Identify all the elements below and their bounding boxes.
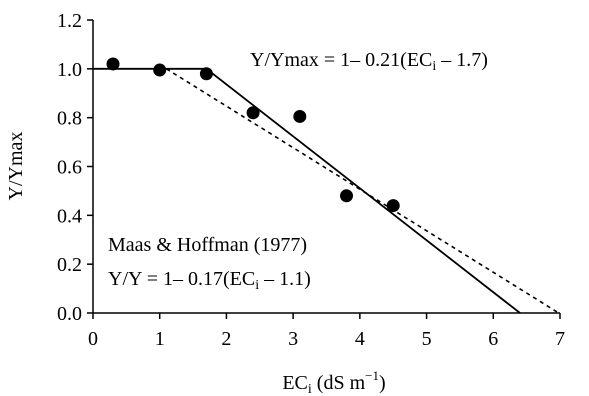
x-tick-label: 5 [422,328,432,350]
x-ticks: 0 1 2 3 4 5 6 7 [88,313,565,350]
y-ticks: 0.0 0.2 0.4 0.6 0.8 1.0 1.2 [57,10,93,325]
y-axis-label: Y/Ymax [5,132,27,201]
y-tick-label: 1.2 [57,10,82,32]
data-point [246,106,260,120]
reference-line-source: Maas & Hoffman (1977) [108,234,307,256]
y-tick-label: 0.4 [57,205,82,227]
x-tick-label: 4 [355,328,365,350]
y-tick-label: 0.0 [57,303,82,325]
y-tick-label: 0.2 [57,254,82,276]
data-point [199,67,213,81]
data-point [340,189,354,203]
data-point [386,199,400,213]
data-points [106,57,400,213]
data-point [153,63,167,77]
x-axis-label: ECi (dS m−1) [282,368,385,396]
x-tick-label: 2 [221,328,231,350]
x-tick-label: 7 [555,328,565,350]
data-point [293,109,307,123]
data-point [106,57,120,71]
x-tick-label: 6 [488,328,498,350]
reference-line-equation: Y/Y = 1– 0.17(ECi – 1.1) [108,268,311,293]
x-tick-label: 1 [155,328,165,350]
x-tick-label: 3 [288,328,298,350]
y-tick-label: 0.8 [57,108,82,130]
reference-line [165,68,560,314]
fitted-line-equation: Y/Ymax = 1– 0.21(ECi – 1.7) [250,49,488,74]
y-tick-label: 0.6 [57,157,82,179]
y-tick-label: 1.0 [57,59,82,81]
x-tick-label: 0 [88,328,98,350]
